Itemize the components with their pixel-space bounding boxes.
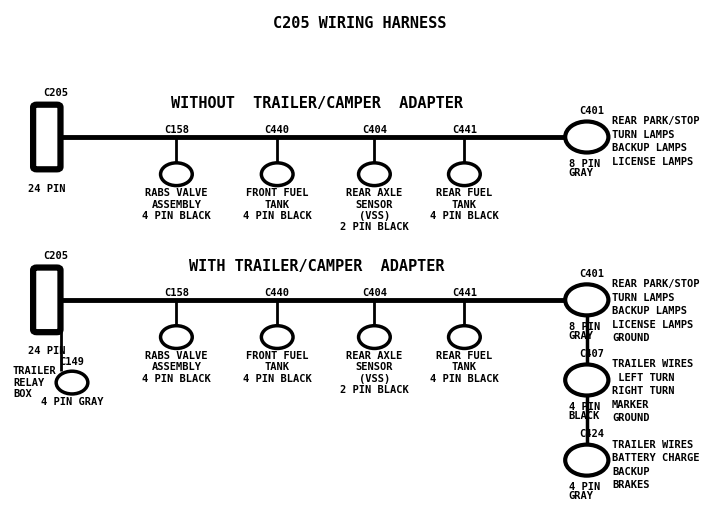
Text: REAR FUEL: REAR FUEL: [436, 351, 492, 361]
Circle shape: [56, 371, 88, 394]
Text: C441: C441: [452, 126, 477, 135]
Text: 4 PIN GRAY: 4 PIN GRAY: [41, 397, 103, 406]
Text: 4 PIN BLACK: 4 PIN BLACK: [430, 211, 499, 221]
Text: LICENSE LAMPS: LICENSE LAMPS: [612, 320, 693, 330]
FancyBboxPatch shape: [33, 104, 60, 170]
Text: REAR PARK/STOP: REAR PARK/STOP: [612, 279, 700, 290]
Text: LEFT TURN: LEFT TURN: [612, 373, 675, 383]
Text: (VSS): (VSS): [359, 374, 390, 384]
Text: REAR PARK/STOP: REAR PARK/STOP: [612, 116, 700, 127]
Text: TANK: TANK: [265, 200, 289, 209]
Text: C404: C404: [362, 126, 387, 135]
Text: TURN LAMPS: TURN LAMPS: [612, 130, 675, 140]
Text: WITH TRAILER/CAMPER  ADAPTER: WITH TRAILER/CAMPER ADAPTER: [189, 258, 444, 274]
Text: 4 PIN: 4 PIN: [569, 402, 600, 412]
Text: GRAY: GRAY: [569, 331, 594, 341]
Text: REAR AXLE: REAR AXLE: [346, 188, 402, 198]
Text: 24 PIN: 24 PIN: [28, 184, 66, 193]
Text: C205: C205: [43, 88, 68, 98]
Text: TRAILER
RELAY
BOX: TRAILER RELAY BOX: [13, 366, 57, 399]
Text: TANK: TANK: [452, 200, 477, 209]
Text: BLACK: BLACK: [569, 411, 600, 421]
Text: SENSOR: SENSOR: [356, 362, 393, 372]
Circle shape: [359, 163, 390, 186]
Text: C407: C407: [580, 349, 605, 359]
Text: (VSS): (VSS): [359, 211, 390, 221]
Circle shape: [161, 326, 192, 348]
Text: TANK: TANK: [452, 362, 477, 372]
Text: 4 PIN BLACK: 4 PIN BLACK: [142, 211, 211, 221]
FancyBboxPatch shape: [33, 268, 60, 332]
Text: BACKUP LAMPS: BACKUP LAMPS: [612, 143, 687, 154]
Text: 4 PIN: 4 PIN: [569, 482, 600, 492]
Text: BACKUP: BACKUP: [612, 466, 649, 477]
Text: WITHOUT  TRAILER/CAMPER  ADAPTER: WITHOUT TRAILER/CAMPER ADAPTER: [171, 96, 463, 111]
Text: 24 PIN: 24 PIN: [28, 346, 66, 356]
Text: REAR AXLE: REAR AXLE: [346, 351, 402, 361]
Text: BACKUP LAMPS: BACKUP LAMPS: [612, 306, 687, 316]
Circle shape: [565, 284, 608, 315]
Text: C401: C401: [580, 269, 605, 279]
Text: FRONT FUEL: FRONT FUEL: [246, 351, 308, 361]
Text: TANK: TANK: [265, 362, 289, 372]
Circle shape: [449, 326, 480, 348]
Text: 4 PIN BLACK: 4 PIN BLACK: [142, 374, 211, 384]
Text: C205: C205: [43, 251, 68, 261]
Text: REAR FUEL: REAR FUEL: [436, 188, 492, 198]
Text: 8 PIN: 8 PIN: [569, 322, 600, 332]
Text: TRAILER WIRES: TRAILER WIRES: [612, 439, 693, 450]
Text: 4 PIN BLACK: 4 PIN BLACK: [243, 211, 312, 221]
Circle shape: [565, 121, 608, 153]
Text: RABS VALVE: RABS VALVE: [145, 188, 207, 198]
Text: GROUND: GROUND: [612, 413, 649, 423]
Text: C149: C149: [60, 357, 84, 367]
Text: RABS VALVE: RABS VALVE: [145, 351, 207, 361]
Text: GRAY: GRAY: [569, 491, 594, 501]
Text: C401: C401: [580, 107, 605, 116]
Text: 8 PIN: 8 PIN: [569, 159, 600, 169]
Text: C440: C440: [265, 288, 289, 298]
Text: 2 PIN BLACK: 2 PIN BLACK: [340, 385, 409, 395]
Text: BRAKES: BRAKES: [612, 480, 649, 490]
Text: GROUND: GROUND: [612, 333, 649, 343]
Circle shape: [161, 163, 192, 186]
Text: ASSEMBLY: ASSEMBLY: [151, 362, 202, 372]
Text: TURN LAMPS: TURN LAMPS: [612, 293, 675, 303]
Text: RIGHT TURN: RIGHT TURN: [612, 386, 675, 397]
Text: C205 WIRING HARNESS: C205 WIRING HARNESS: [274, 16, 446, 31]
Text: C424: C424: [580, 430, 605, 439]
Circle shape: [261, 326, 293, 348]
Text: C441: C441: [452, 288, 477, 298]
Text: C404: C404: [362, 288, 387, 298]
Text: FRONT FUEL: FRONT FUEL: [246, 188, 308, 198]
Text: 4 PIN BLACK: 4 PIN BLACK: [243, 374, 312, 384]
Text: C440: C440: [265, 126, 289, 135]
Text: C158: C158: [164, 126, 189, 135]
Text: C158: C158: [164, 288, 189, 298]
Text: GRAY: GRAY: [569, 168, 594, 178]
Text: SENSOR: SENSOR: [356, 200, 393, 209]
Text: TRAILER WIRES: TRAILER WIRES: [612, 359, 693, 370]
Text: BATTERY CHARGE: BATTERY CHARGE: [612, 453, 700, 463]
Text: 2 PIN BLACK: 2 PIN BLACK: [340, 222, 409, 232]
Text: ASSEMBLY: ASSEMBLY: [151, 200, 202, 209]
Circle shape: [565, 445, 608, 476]
Text: 4 PIN BLACK: 4 PIN BLACK: [430, 374, 499, 384]
Circle shape: [449, 163, 480, 186]
Text: MARKER: MARKER: [612, 400, 649, 410]
Circle shape: [565, 364, 608, 396]
Circle shape: [261, 163, 293, 186]
Text: LICENSE LAMPS: LICENSE LAMPS: [612, 157, 693, 167]
Circle shape: [359, 326, 390, 348]
